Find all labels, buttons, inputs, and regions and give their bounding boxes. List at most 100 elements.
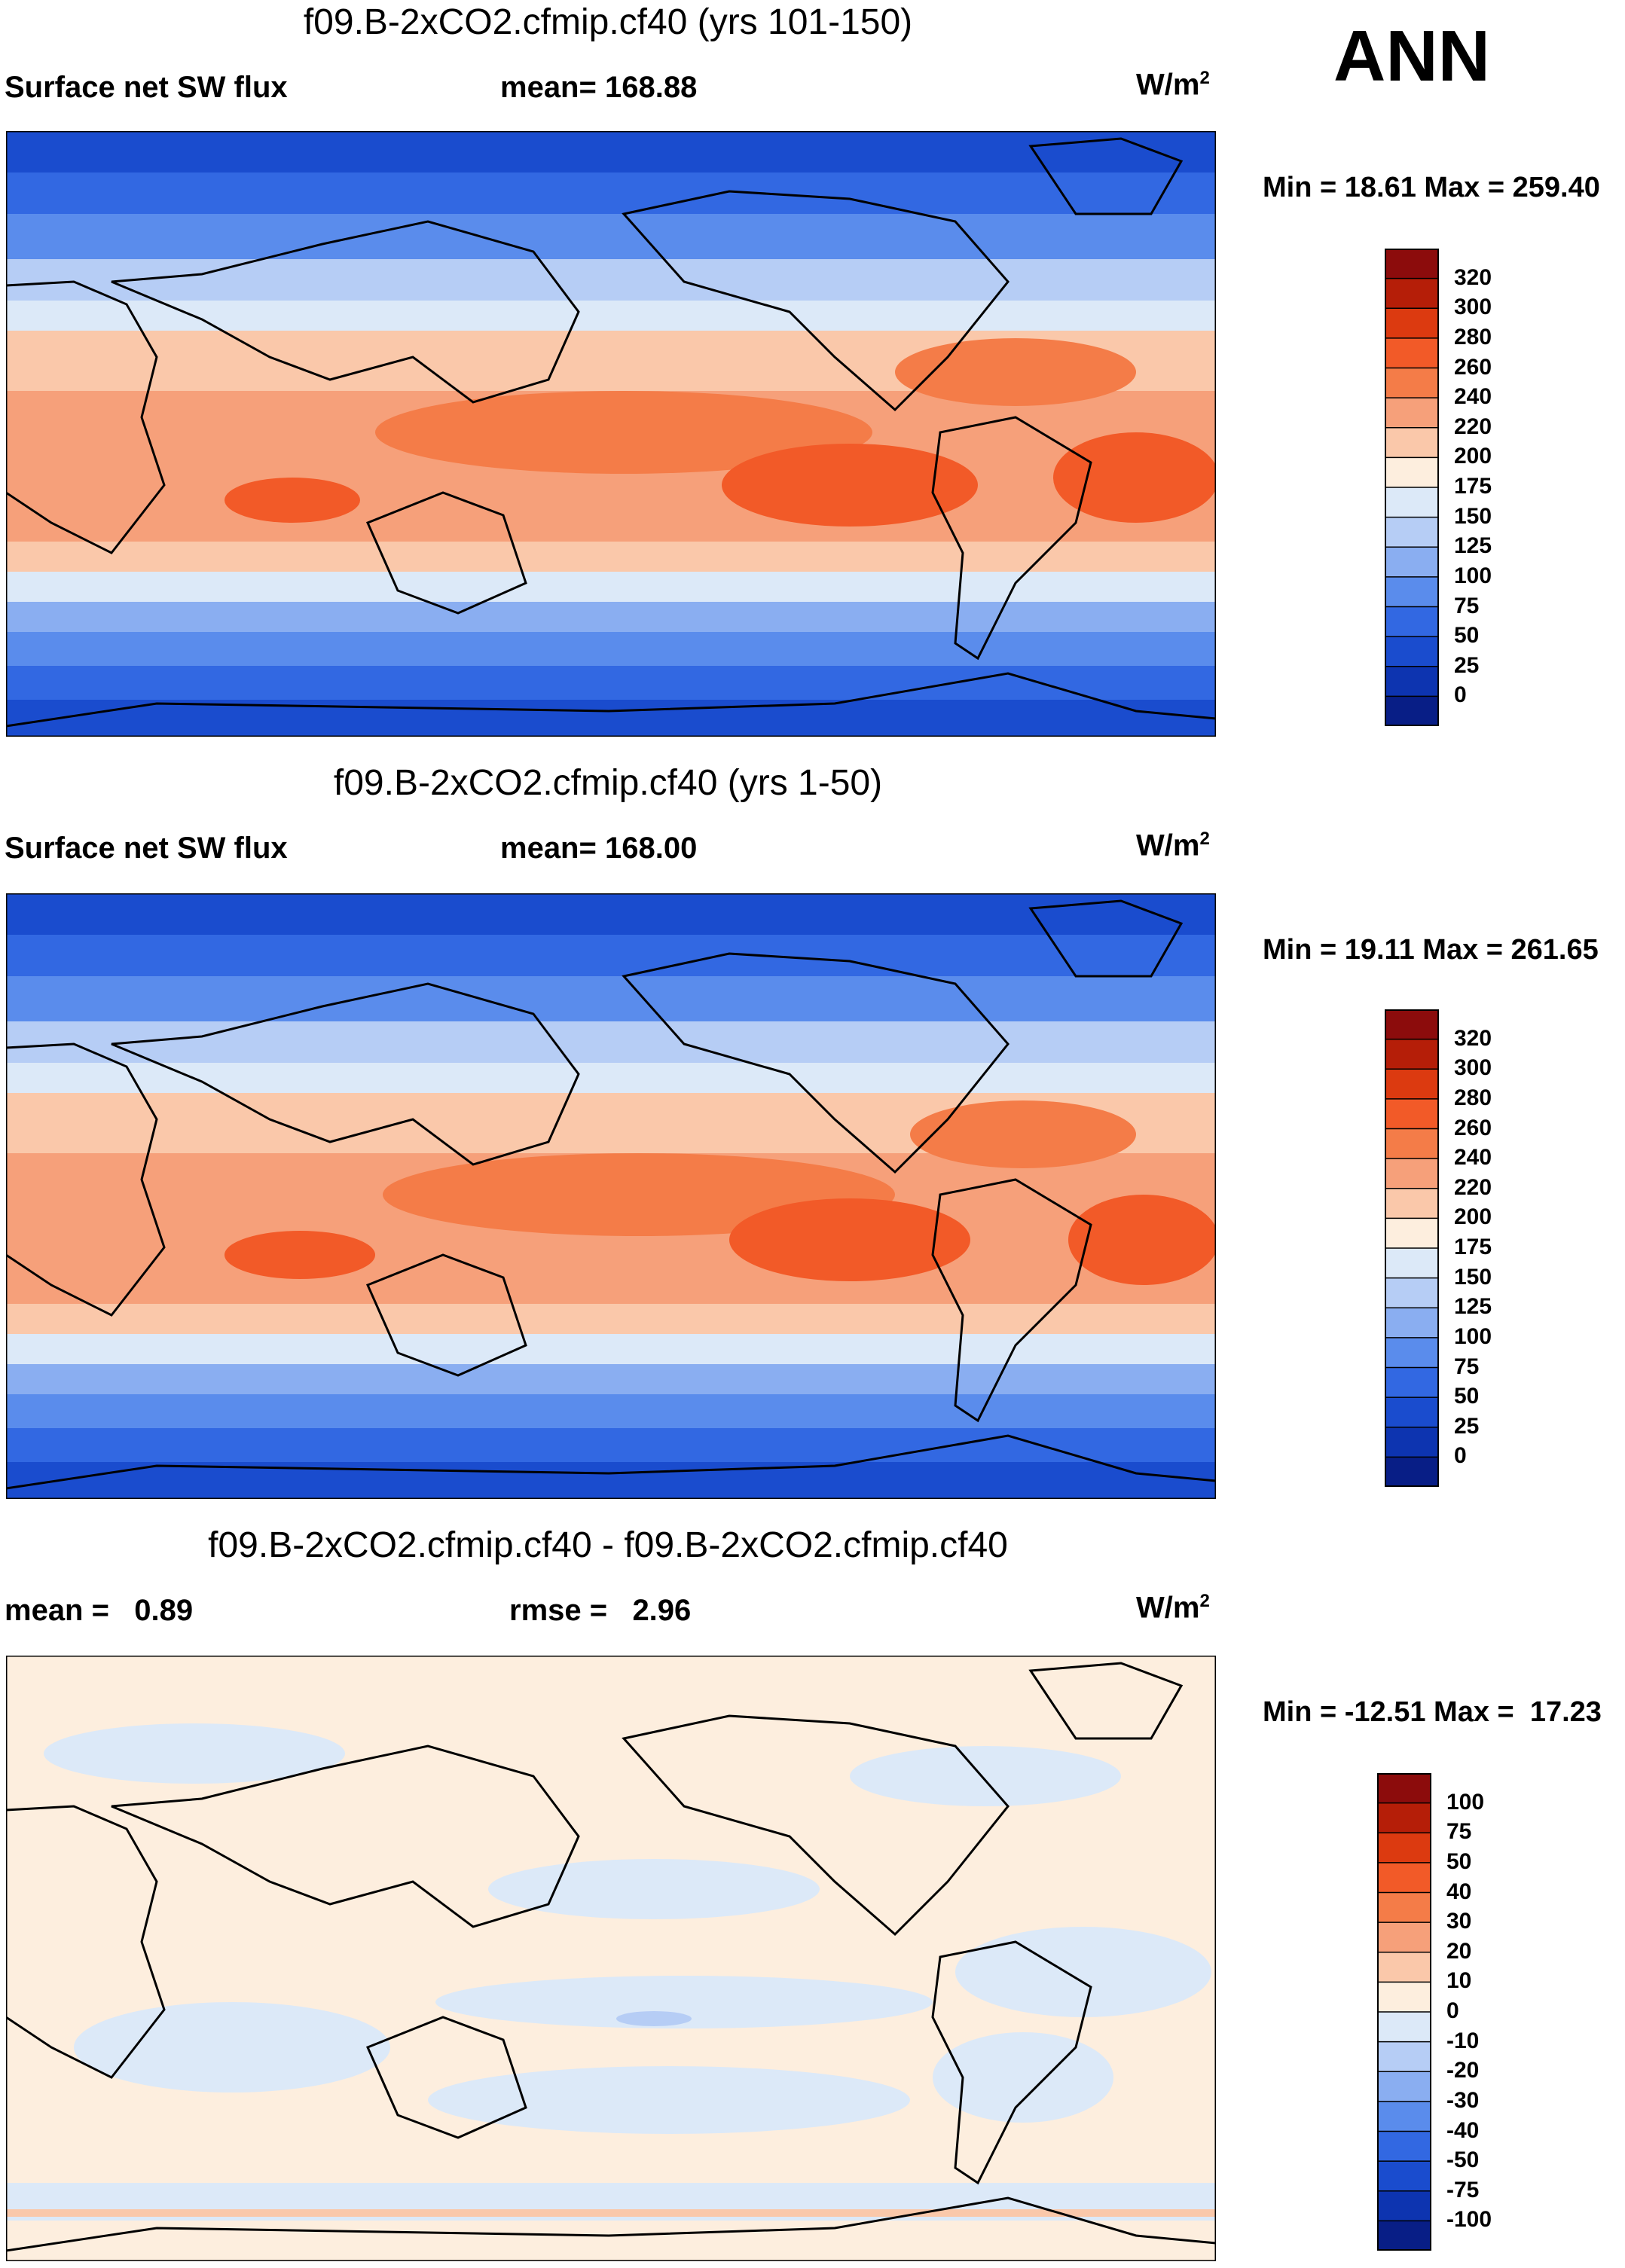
africa-outline [6,280,166,554]
band-south-mid [6,1334,1216,1364]
colorbar-tick-label: -40 [1446,2117,1480,2143]
units-exponent: 2 [1199,68,1210,88]
australia-outline [365,2016,527,2139]
panel-1-units-label: W/m2 [1136,68,1210,102]
colorbar-tick-label: 75 [1446,1819,1472,1845]
continent-outlines [6,899,1216,1490]
colorbar-swatch [1377,2160,1431,2193]
panel-2-colorbar-svg [1385,1009,1439,1487]
panel-1-colorbar [1385,249,1439,726]
colorbar-swatch [1377,2190,1431,2222]
colorbar-tick-label: 220 [1454,414,1492,439]
pos-circumpolar-band [6,2209,1216,2217]
units-base: W/m [1136,68,1200,102]
panel-1-map-svg [6,131,1216,737]
eurasia-outline [111,220,580,404]
colorbar-frame [1385,1009,1439,1487]
neg-south-pacific [428,2066,910,2134]
africa-outline [6,1805,166,2079]
band-southern-ocean-3 [6,666,1216,700]
band-subarctic [6,935,1216,976]
panel-2-colorbar [1385,1009,1439,1487]
neg-indian [74,2002,390,2092]
panel-3-colorbar [1377,1773,1431,2251]
band-arctic [6,893,1216,935]
colorbar-swatch [1385,516,1439,548]
colorbar-swatch [1377,1952,1431,1983]
panel-2-colorbar-ticks: 320 300 280 260 240 220 200 175 150 125 100 75 50 25 0 [1454,1009,1544,1487]
colorbar-swatch [1377,2071,1431,2103]
band-southern-ocean-2 [6,1394,1216,1428]
colorbar-swatch [1377,2101,1431,2132]
panel-3-map-svg [6,1656,1216,2261]
colorbar-swatch [1385,1277,1439,1309]
panel-1-min-max: Min = 18.61 Max = 259.40 [1263,172,1600,203]
colorbar-tick-label: 100 [1446,1789,1485,1815]
greenland-outline [1028,137,1184,215]
colorbar-swatch [1385,576,1439,608]
colorbar-swatch [1385,1456,1439,1487]
colorbar-swatch [1385,1038,1439,1070]
colorbar-tick-label: 0 [1454,682,1467,708]
colorbar-swatch [1385,546,1439,578]
colorbar-swatch [1385,1307,1439,1339]
colorbar-tick-label: 125 [1454,1294,1492,1320]
panel-3-mean-label: mean = 0.89 [5,1594,194,1627]
panel-1-mean-label: mean= 168.88 [500,71,698,104]
continent-outlines [6,1662,1216,2252]
colorbar-swatch [1377,2130,1431,2163]
australia-outline [365,491,527,615]
colorbar-swatch [1377,2220,1431,2251]
colorbar-swatch [1377,2041,1431,2073]
colorbar-tick-label: 25 [1454,652,1480,678]
feature-pacific-max [375,391,872,474]
colorbar-tick-label: -10 [1446,2028,1480,2053]
colorbar-swatch [1377,1802,1431,1834]
feature-caribbean-max [910,1100,1136,1168]
colorbar-tick-label: 20 [1446,1938,1472,1964]
colorbar-tick-label: 100 [1454,1323,1492,1349]
colorbar-tick-label: 0 [1446,1998,1459,2023]
greenland-outline [1028,1662,1184,1740]
colorbar-tick-label: 25 [1454,1413,1480,1439]
colorbar-tick-label: 260 [1454,1115,1492,1140]
antarctica-outline [6,672,1216,728]
colorbar-swatch [1385,487,1439,518]
colorbar-tick-label: 200 [1454,1204,1492,1230]
colorbar-swatch [1385,1337,1439,1369]
colorbar-tick-label: -50 [1446,2147,1480,2173]
africa-outline [6,1042,166,1317]
colorbar-tick-label: -75 [1446,2177,1480,2202]
south-america-outline [931,1178,1092,1423]
band-north-midlat [6,259,1216,301]
colorbar-swatch [1385,1068,1439,1100]
colorbar-tick-label: 50 [1454,623,1480,649]
panel-2-title: f09.B-2xCO2.cfmip.cf40 (yrs 1-50) [333,763,883,803]
colorbar-swatch [1377,1832,1431,1864]
north-america-outline [622,952,1010,1174]
colorbar-tick-label: 50 [1454,1384,1480,1409]
colorbar-tick-label: 320 [1454,264,1492,290]
colorbar-tick-label: 175 [1454,1235,1492,1259]
panel-3-min-max: Min = -12.51 Max = 17.23 [1263,1696,1602,1728]
australia-outline [365,1253,527,1377]
panel-1-variable-label: Surface net SW flux [5,71,288,104]
colorbar-tick-label: 50 [1446,1848,1472,1874]
colorbar-swatch [1385,1427,1439,1458]
neg-atlantic [955,1927,1211,2017]
season-label: ANN [1333,16,1490,96]
colorbar-tick-label: 30 [1446,1909,1472,1934]
colorbar-tick-label: 300 [1454,1055,1492,1081]
colorbar-swatch [1385,695,1439,726]
antarctica-outline [6,1434,1216,1490]
colorbar-swatch [1385,1098,1439,1130]
band-southern-ocean-1 [6,1364,1216,1394]
colorbar-swatch [1385,277,1439,310]
colorbar-frame [1385,249,1439,726]
panel-1-map [6,131,1216,737]
colorbar-swatch [1385,1247,1439,1279]
panel-3-colorbar-svg [1377,1773,1431,2251]
panel-2-mean-label: mean= 168.00 [500,832,698,865]
panel-3-title: f09.B-2xCO2.cfmip.cf40 - f09.B-2xCO2.cfm… [208,1525,1008,1565]
units-exponent: 2 [1199,829,1210,849]
